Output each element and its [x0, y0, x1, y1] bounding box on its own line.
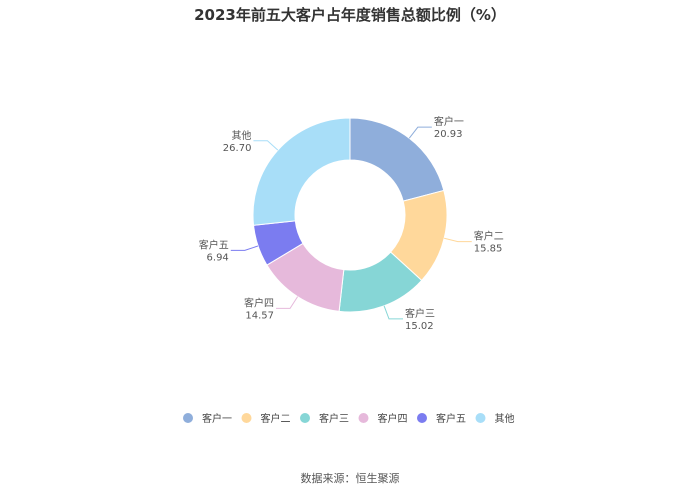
slice-value-label: 26.70: [223, 143, 252, 154]
legend-marker: [241, 413, 252, 423]
legend-marker: [183, 413, 193, 423]
slice-value-label: 15.85: [474, 244, 503, 255]
data-source: 数据来源：恒生聚源: [300, 472, 400, 485]
leader-line: [253, 140, 279, 151]
leader-line: [408, 126, 432, 139]
leader-line: [230, 245, 259, 251]
legend-item[interactable]: 客户二: [241, 412, 291, 425]
slice-value-label: 20.93: [434, 129, 463, 140]
slice-value-label: 15.02: [405, 321, 434, 332]
slice-category-label: 客户三: [405, 307, 435, 320]
slices-group: [252, 117, 448, 313]
leader-line: [444, 237, 472, 243]
legend-item[interactable]: 客户一: [183, 412, 232, 425]
chart-title: 2023年前五大客户占年度销售总额比例（%）: [194, 6, 506, 24]
slice-1[interactable]: [349, 117, 445, 202]
slice-6[interactable]: [252, 117, 351, 226]
leader-line: [383, 305, 404, 320]
slice-value-label: 6.94: [207, 252, 229, 263]
legend-marker: [417, 413, 427, 423]
legend-item[interactable]: 客户四: [358, 412, 408, 425]
legend-item[interactable]: 客户五: [417, 412, 466, 425]
legend-label: 客户三: [319, 412, 349, 425]
slice-value-label: 14.57: [245, 310, 274, 321]
legend-item[interactable]: 客户三: [300, 412, 349, 425]
legend-marker: [475, 413, 486, 423]
slice-category-label: 客户二: [474, 230, 504, 243]
leader-line: [276, 296, 299, 309]
legend: 客户一 客户二 客户三 客户四 客户五 其他: [183, 412, 515, 425]
legend-marker: [300, 413, 310, 423]
legend-marker: [358, 413, 369, 423]
slice-category-label: 客户四: [244, 296, 274, 309]
legend-item[interactable]: 其他: [475, 412, 515, 425]
slice-category-label: 客户一: [434, 115, 464, 128]
legend-label: 客户五: [436, 412, 466, 425]
slice-category-label: 客户五: [199, 238, 229, 251]
legend-label: 客户一: [202, 412, 232, 425]
slice-category-label: 其他: [231, 129, 251, 142]
leader-lines-group: [230, 126, 472, 320]
legend-label: 客户二: [261, 412, 291, 425]
legend-label: 客户四: [378, 412, 408, 425]
legend-label: 其他: [495, 412, 515, 425]
